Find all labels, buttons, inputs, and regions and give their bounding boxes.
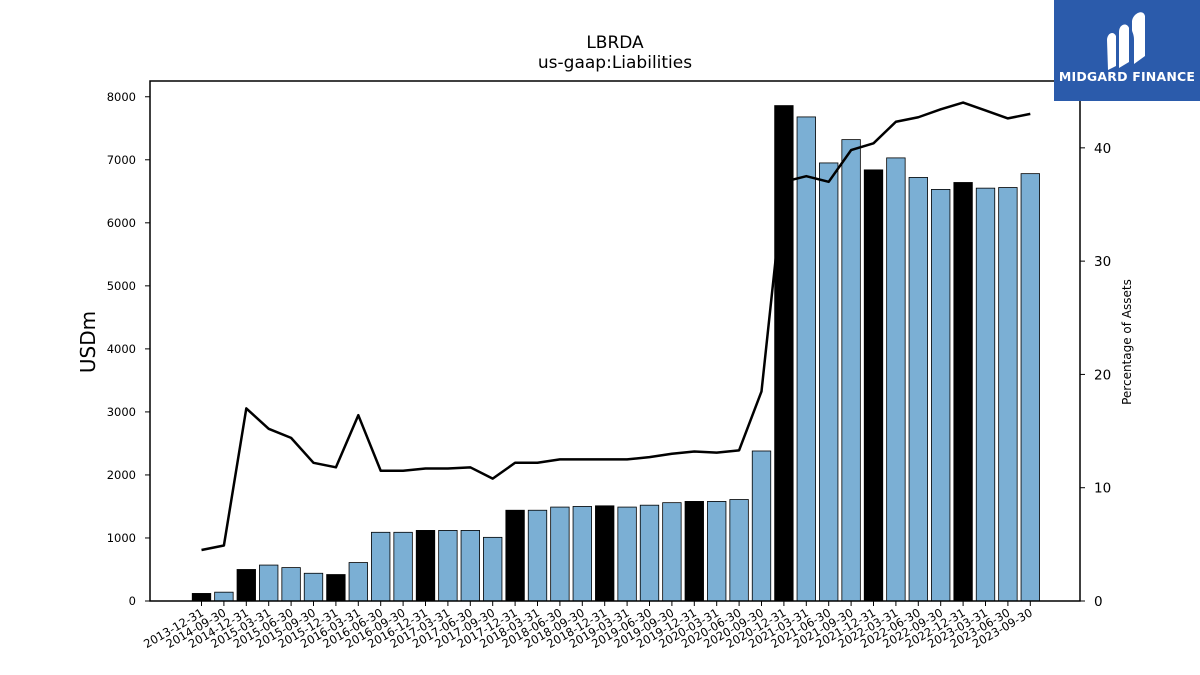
bar (617, 506, 637, 602)
bar (393, 531, 413, 602)
chart-subtitle: us-gaap:Liabilities (537, 53, 693, 73)
y2-tick-label: 10 (1094, 481, 1111, 497)
bar (684, 501, 704, 602)
bar (841, 139, 861, 602)
y-tick-label: 4000 (107, 342, 136, 356)
midgard-logo-icon (1107, 12, 1145, 70)
bar (953, 182, 973, 602)
bar (595, 505, 615, 602)
bar (191, 593, 212, 602)
brand-logo: MIDGARD FINANCE (1054, 0, 1200, 101)
bar (371, 531, 391, 602)
bar (303, 572, 324, 602)
bar (460, 530, 480, 602)
bar (796, 116, 816, 602)
y-tick-label: 7000 (107, 153, 136, 167)
bar (259, 564, 279, 602)
bar (236, 569, 256, 602)
bar (483, 536, 503, 602)
bar (415, 530, 436, 602)
y-axis-label: USDm (76, 311, 100, 373)
plot-frame (149, 80, 1081, 602)
y-tick-label: 0 (129, 594, 136, 608)
y-tick-label: 3000 (107, 405, 136, 419)
bar (348, 562, 368, 602)
bar (214, 591, 234, 602)
bar (281, 567, 301, 602)
bar (729, 499, 749, 602)
bar (975, 187, 996, 602)
y-tick-label: 8000 (107, 90, 136, 104)
bar (1020, 173, 1040, 602)
chart-title: LBRDA (586, 33, 644, 53)
bar (908, 177, 928, 602)
bar (998, 187, 1018, 602)
bar (819, 162, 839, 602)
bar (505, 509, 525, 602)
bar (751, 450, 772, 602)
y2-tick-label: 40 (1094, 141, 1111, 157)
bar (639, 504, 660, 602)
bar (572, 506, 592, 602)
bar (931, 189, 951, 602)
bar (662, 502, 682, 602)
bar (707, 501, 727, 602)
bar (863, 169, 884, 602)
y-tick-label: 5000 (107, 279, 136, 293)
logo-text: MIDGARD FINANCE (1058, 69, 1196, 84)
bar (326, 574, 346, 602)
y2-axis-label: Percentage of Assets (1120, 279, 1134, 405)
y2-tick-label: 30 (1094, 254, 1111, 270)
y-tick-label: 6000 (107, 216, 136, 230)
bar (550, 506, 570, 602)
y-tick-label: 1000 (107, 531, 136, 545)
percentage-line (201, 101, 1031, 552)
y2-tick-label: 20 (1094, 367, 1111, 383)
y-tick-label: 2000 (107, 468, 136, 482)
bar (886, 157, 906, 602)
bar (527, 509, 548, 602)
bar (438, 530, 458, 602)
y2-tick-label: 0 (1094, 594, 1103, 610)
